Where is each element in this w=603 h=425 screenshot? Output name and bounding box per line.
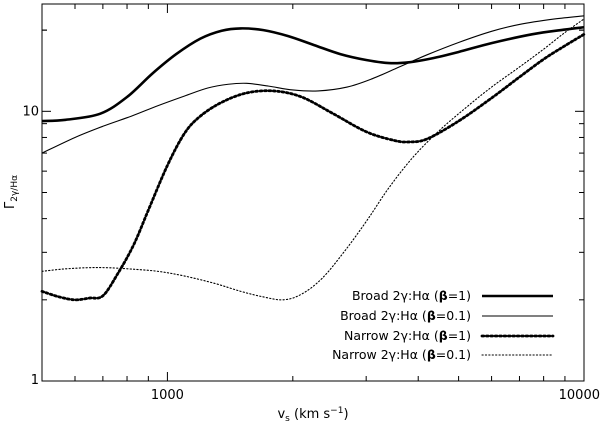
legend-label-3: Narrow 2γ:Hα (β=1)	[344, 328, 471, 343]
x-axis-label: vs (km s−1)	[277, 406, 348, 424]
axis-ticks	[41, 4, 585, 382]
x-tick-label: 10000	[559, 388, 600, 403]
axis-tick-labels: 1000 10000 1 10	[22, 104, 600, 403]
series-line-2	[41, 15, 585, 154]
series-line-4	[41, 18, 585, 301]
y-tick-label: 1	[31, 373, 39, 388]
y-axis-label: Γ2γ/Hα	[3, 175, 20, 209]
y-tick-label: 10	[22, 104, 39, 119]
x-tick-label: 1000	[151, 388, 184, 403]
legend-label-1: Broad 2γ:Hα (β=1)	[352, 288, 471, 303]
series-line-3	[40, 32, 586, 302]
data-curves	[40, 15, 586, 302]
legend-label-4: Narrow 2γ:Hα (β=0.1)	[332, 347, 471, 362]
series-line-1	[41, 25, 585, 123]
legend: Broad 2γ:Hα (β=1) Broad 2γ:Hα (β=0.1) Narr…	[332, 288, 555, 362]
legend-label-2: Broad 2γ:Hα (β=0.1)	[340, 308, 471, 323]
plot-frame	[41, 3, 585, 382]
